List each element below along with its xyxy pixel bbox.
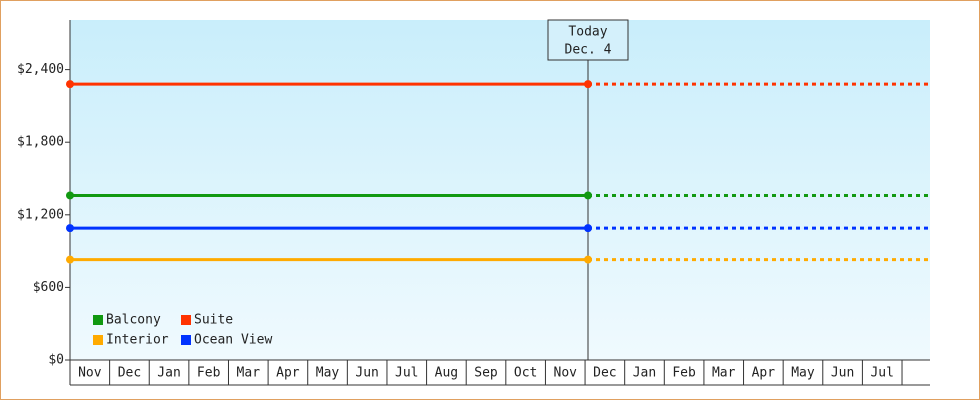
y-tick-label: $2,400	[17, 62, 64, 77]
x-tick-label: Oct	[514, 366, 537, 381]
series-point	[584, 255, 592, 264]
series-point	[584, 224, 592, 233]
x-tick-label: Nov	[78, 366, 102, 381]
y-tick-label: $1,800	[17, 135, 64, 150]
y-tick-label: $0	[48, 353, 64, 368]
x-tick-label: Sep	[474, 366, 498, 381]
today-date: Dec. 4	[565, 43, 612, 58]
series-point	[584, 80, 592, 89]
series-point	[66, 191, 74, 200]
x-tick-label: Jul	[395, 366, 418, 381]
x-tick-label: Apr	[276, 366, 300, 381]
x-tick-label: Jan	[157, 366, 180, 381]
x-tick-label: Apr	[752, 366, 776, 381]
legend-label: Balcony	[106, 313, 161, 328]
legend-label: Ocean View	[194, 333, 272, 348]
x-tick-label: May	[316, 366, 340, 381]
legend-swatch	[181, 315, 191, 325]
legend-label: Interior	[106, 333, 169, 348]
x-tick-label: Mar	[237, 366, 261, 381]
x-tick-label: May	[791, 366, 815, 381]
x-tick-label: Feb	[672, 366, 696, 381]
x-tick-label: Jul	[870, 366, 893, 381]
today-label: Today	[568, 25, 607, 40]
series-point	[584, 191, 592, 200]
series-point	[66, 255, 74, 264]
series-point	[66, 224, 74, 233]
x-tick-label: Jun	[831, 366, 854, 381]
series-point	[66, 80, 74, 89]
legend-swatch	[181, 335, 191, 345]
x-tick-label: Aug	[435, 366, 458, 381]
legend-label: Suite	[194, 313, 233, 328]
x-tick-label: Jun	[355, 366, 378, 381]
x-tick-label: Jan	[633, 366, 656, 381]
legend-swatch	[93, 315, 103, 325]
y-tick-label: $1,200	[17, 207, 64, 222]
today-box	[547, 19, 629, 61]
x-tick-label: Dec	[593, 366, 616, 381]
x-tick-label: Feb	[197, 366, 221, 381]
plot-area	[70, 20, 930, 360]
x-tick-label: Dec	[118, 366, 141, 381]
y-tick-label: $600	[33, 280, 64, 295]
x-tick-label: Mar	[712, 366, 736, 381]
x-tick-label: Nov	[554, 366, 578, 381]
legend-swatch	[93, 335, 103, 345]
